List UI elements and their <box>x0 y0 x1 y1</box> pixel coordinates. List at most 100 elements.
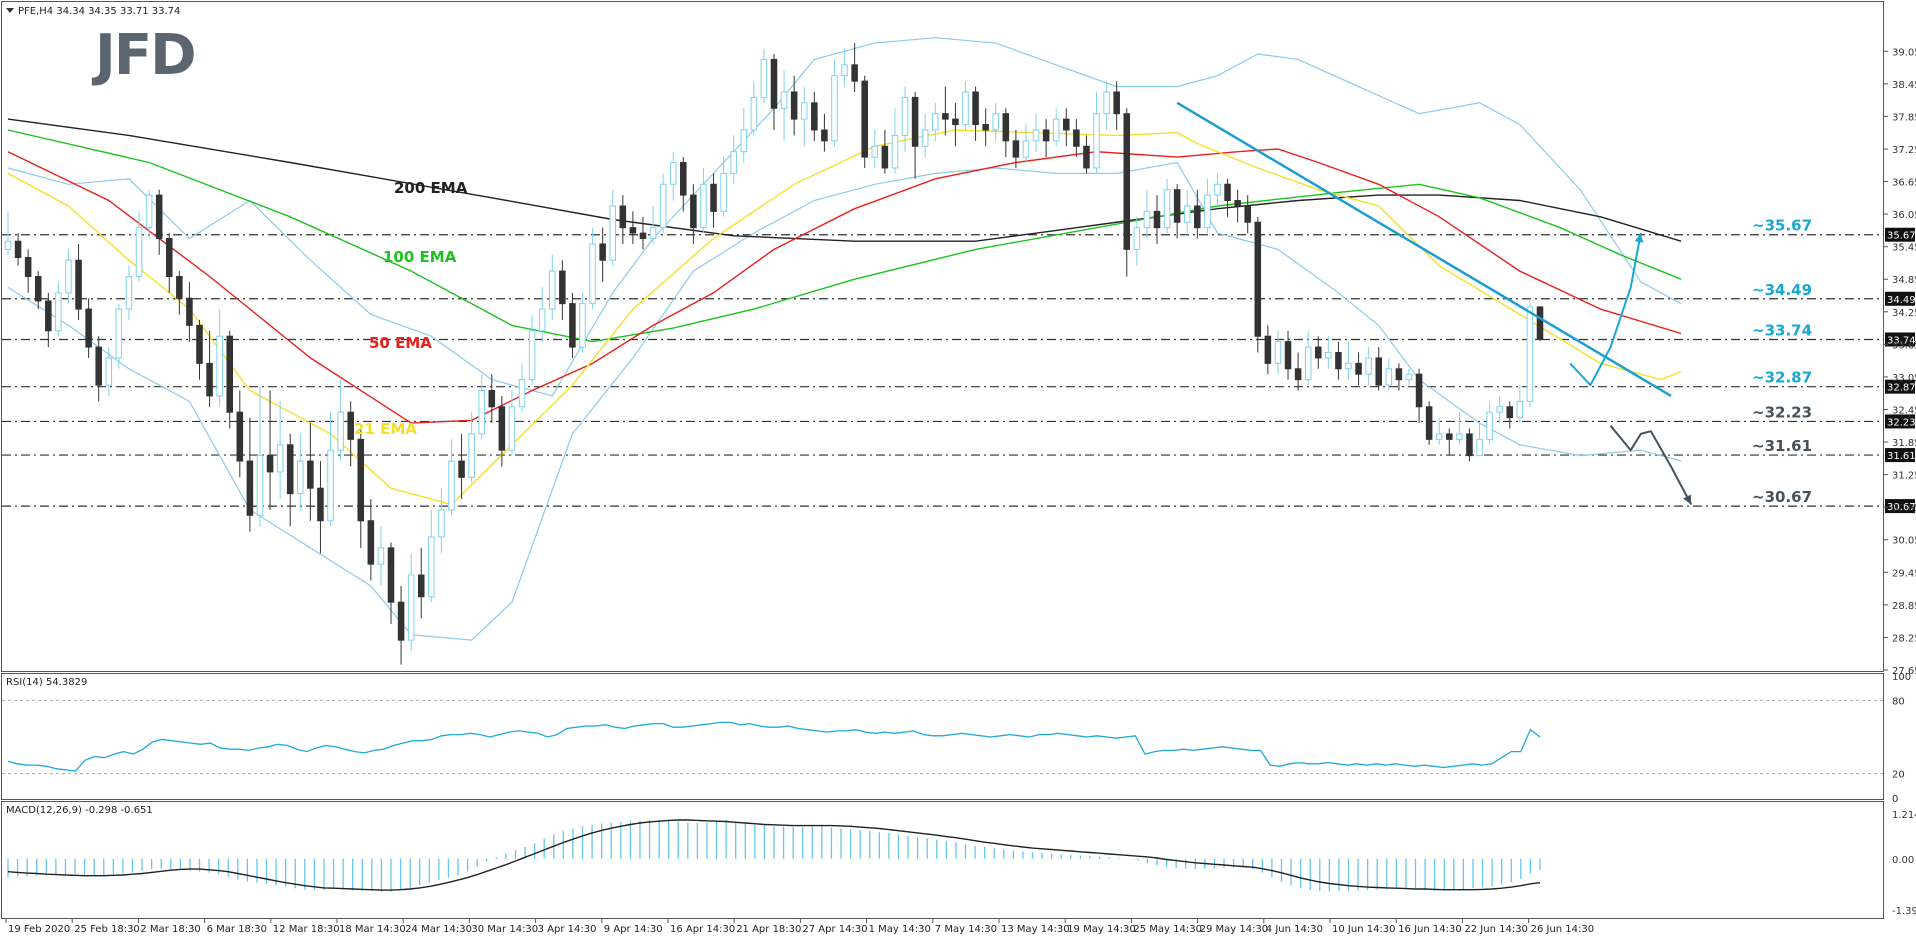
candle-body <box>1536 306 1544 340</box>
candle <box>740 108 748 163</box>
candle <box>881 129 889 174</box>
candle <box>901 86 909 152</box>
candle <box>508 390 516 456</box>
candle-body <box>1244 205 1251 223</box>
candle <box>498 395 506 467</box>
candle-body <box>75 259 82 310</box>
level-label: ~35.67 <box>1752 217 1812 235</box>
candle-body <box>1194 205 1201 229</box>
candle <box>720 157 727 217</box>
candle <box>871 129 879 168</box>
candle <box>609 189 617 266</box>
level-label: ~32.87 <box>1752 369 1812 387</box>
collapse-triangle-icon[interactable] <box>6 8 14 13</box>
candle-body <box>387 547 395 603</box>
candle <box>266 390 274 510</box>
level-price-box <box>1885 499 1915 514</box>
candle-body <box>851 64 858 82</box>
candle-body <box>891 134 899 169</box>
candle-body <box>1486 411 1493 440</box>
price-tick-label: 27.65 <box>1892 666 1916 677</box>
ema21-label: 21 EMA <box>354 420 417 438</box>
candle <box>186 281 193 342</box>
price-axis: 39.05 38.45 37.85 37.25 36.65 36.05 35.45 34.85… <box>1884 47 1916 677</box>
candle-body <box>1274 341 1282 364</box>
candle <box>105 347 113 396</box>
candle <box>448 439 455 516</box>
rsi-title: RSI(14) 54.3829 <box>6 677 87 688</box>
price-tick-label: 30.05 <box>1892 536 1916 547</box>
price-tick-label: 28.85 <box>1892 601 1916 612</box>
candle-body <box>65 259 72 294</box>
candle <box>317 461 324 554</box>
macd-scale-label: 0.00 <box>1892 855 1914 866</box>
candle <box>831 59 838 147</box>
candle <box>1002 108 1010 158</box>
candle <box>1325 336 1332 369</box>
price-panel-frame <box>1 1 1884 672</box>
candle <box>286 433 294 527</box>
candle <box>1375 347 1383 391</box>
bollinger-upper-line <box>7 37 1682 397</box>
candle <box>1536 306 1544 342</box>
candle <box>690 184 697 244</box>
candlesticks <box>4 43 1544 665</box>
candle-body <box>821 129 828 142</box>
candle <box>1526 298 1534 407</box>
time-tick-label: 2 Mar 18:30 <box>140 924 200 935</box>
candle-body <box>1304 346 1312 381</box>
candle-body <box>730 151 737 174</box>
time-tick-label: 18 Mar 14:30 <box>339 924 406 935</box>
candle <box>861 75 868 168</box>
candle <box>1466 428 1473 462</box>
candle-body <box>841 64 848 77</box>
macd-title: MACD(12,26,9) -0.298 -0.651 <box>6 805 153 816</box>
price-tick-label: 37.25 <box>1892 145 1916 156</box>
level-price-box-label: 33.74 <box>1887 335 1916 346</box>
rsi-scale-label: 20 <box>1892 770 1905 781</box>
candle-body <box>881 145 889 169</box>
candle-body <box>1466 433 1473 457</box>
candle <box>1163 178 1171 234</box>
time-tick-label: 24 Mar 14:30 <box>405 924 472 935</box>
candle <box>155 189 163 255</box>
candle-body <box>1022 140 1030 158</box>
price-tick-label: 34.25 <box>1892 308 1916 319</box>
candle <box>1093 91 1100 174</box>
candle <box>1476 423 1483 457</box>
candle-body <box>1254 221 1262 337</box>
macd-panel-frame <box>1 801 1884 919</box>
candle <box>1385 357 1393 391</box>
candle-body <box>226 335 234 413</box>
candle <box>629 211 637 244</box>
candle-body <box>1345 362 1352 370</box>
candle <box>538 287 546 342</box>
symbol-header: PFE,H4 34.34 34.35 33.71 33.74 <box>18 6 180 17</box>
price-tick-label: 33.65 <box>1892 340 1916 351</box>
level-label: ~30.67 <box>1752 488 1812 506</box>
candle-body <box>1365 357 1372 375</box>
candle <box>911 91 919 179</box>
candle <box>165 233 173 293</box>
candle <box>24 249 32 293</box>
candle-body <box>569 303 576 348</box>
time-tick-label: 22 Jun 14:30 <box>1464 924 1528 935</box>
price-tick-label: 33.05 <box>1892 373 1916 384</box>
candle-body <box>1214 183 1221 196</box>
candle-body <box>1133 227 1141 250</box>
level-price-box <box>1885 414 1915 429</box>
candle <box>387 542 395 624</box>
candle-body <box>871 145 879 158</box>
candle-body <box>357 438 365 522</box>
candle <box>1415 368 1423 424</box>
candle <box>1012 129 1020 168</box>
candle <box>1244 195 1251 234</box>
candle <box>1214 173 1221 206</box>
time-tick-label: 25 May 14:30 <box>1133 924 1202 935</box>
time-tick-label: 19 May 14:30 <box>1067 924 1136 935</box>
candle-body <box>538 308 546 332</box>
candle-body <box>105 357 113 386</box>
candle-body <box>992 113 1000 131</box>
rsi-line <box>7 721 1541 772</box>
candle <box>1355 352 1362 386</box>
